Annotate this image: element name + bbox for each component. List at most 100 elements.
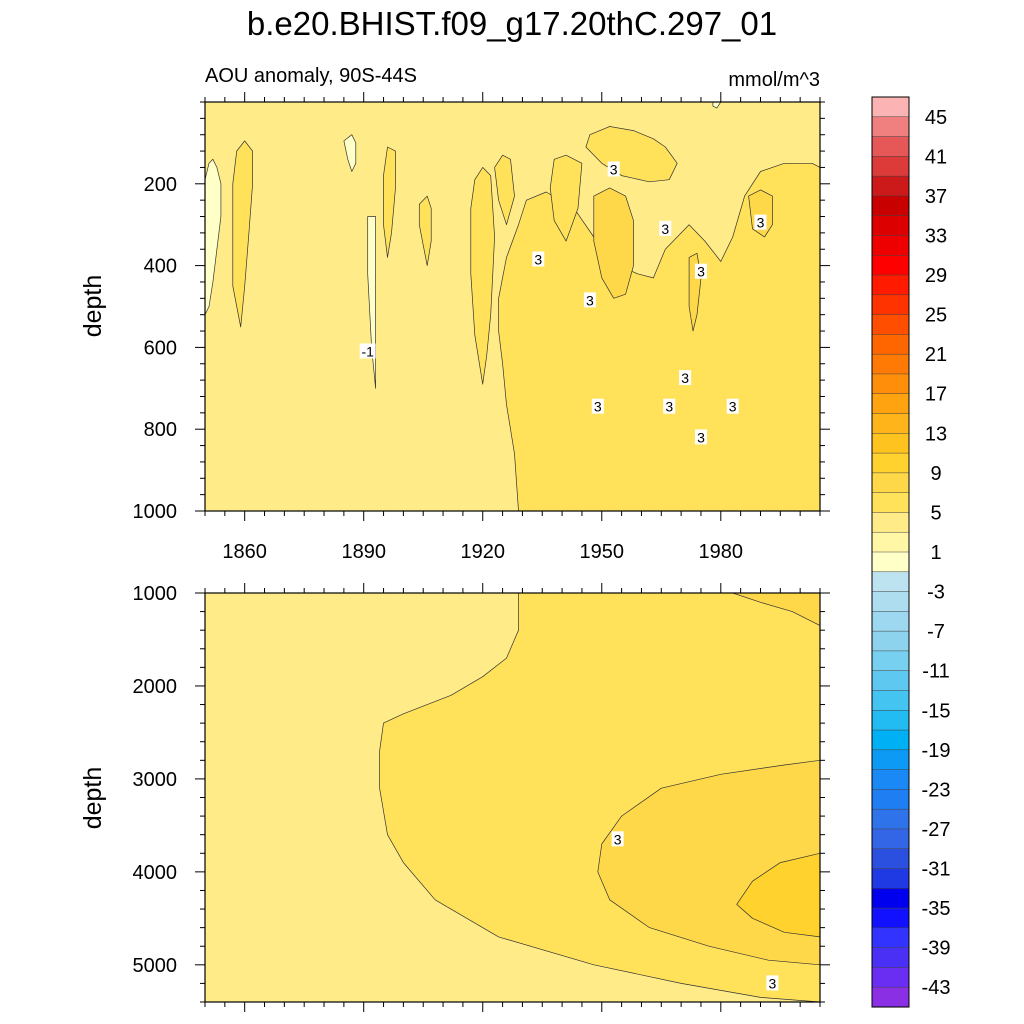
upper-contour-region [549,154,583,242]
colorbar-label: -43 [922,977,951,999]
colorbar-swatch [871,710,910,731]
colorbar-label: -11 [922,661,949,683]
upper-contour-label: 3 [591,398,604,415]
upper-panel: 333 333-133 3 33 1860 1890 1920 1950 1980 20040… [79,92,830,563]
upper-y-ticks: 200 400 600 800 1000 [133,101,830,523]
colorbar-swatch [871,472,910,494]
upper-contour-label-text: 3 [586,292,594,308]
upper-contour-region [232,140,253,328]
colorbar-swatch [871,789,910,810]
colorbar-swatch [871,175,910,197]
upper-contour-label-box [583,292,596,308]
lower-contour-regions [379,593,820,1002]
upper-contour-region [205,158,222,316]
upper-contour-label-text: 3 [757,215,765,231]
upper-y-tick-label: 200 [144,174,177,196]
colorbar-label: -35 [922,898,951,920]
lower-contour-label: 3 [611,831,624,847]
colorbar-label: 25 [925,305,947,327]
upper-contour-label: 3 [532,251,545,267]
lower-y-tick-label: 1000 [133,583,178,605]
colorbar-swatch [871,452,910,474]
colorbar-swatch [871,848,910,870]
colorbar-swatch [871,611,910,632]
upper-y-axis-label: depth [79,275,107,338]
colorbar-swatch [871,274,910,296]
colorbar-label: 37 [925,186,947,208]
colorbar-swatch [871,353,910,375]
colorbar-label: 5 [930,502,941,524]
upper-contour-regions [205,102,820,511]
lower-y-tick-label: 3000 [133,769,178,791]
upper-plot-frame [204,101,821,512]
colorbar-label: -7 [927,621,945,643]
lower-contour-label-text: 3 [768,975,776,991]
upper-contour-label: 3 [659,220,672,237]
upper-contour-label: 3 [679,370,692,386]
colorbar-swatch [871,551,910,573]
lower-y-tick-label: 2000 [133,676,178,698]
upper-contour-label-box [726,398,739,414]
upper-contour-label-text: 3 [610,161,618,177]
colorbar-frame [871,96,910,1008]
colorbar-swatch [871,986,910,1008]
colorbar-swatch [871,373,910,395]
upper-contour-label: 3 [694,263,707,280]
colorbar-swatch [871,512,910,533]
upper-contour-region [383,146,396,258]
upper-contour-region [494,154,515,226]
colorbar-label: -39 [922,938,951,960]
colorbar-label: 13 [925,423,947,445]
lower-y-tick-label: 5000 [133,955,178,977]
colorbar-label: 29 [925,265,947,287]
colorbar-swatch [871,591,910,612]
lower-y-axis-label: depth [79,767,107,830]
upper-contour-label-box [694,429,707,445]
colorbar-label: 1 [930,542,941,564]
colorbar-swatch [871,907,910,929]
lower-contour-label-box [611,831,624,847]
colorbar-swatch [871,235,910,256]
colorbar-swatch [871,650,910,672]
lower-contour-region [732,593,820,626]
colorbar-swatch [871,690,910,711]
colorbar-swatch [871,531,910,553]
upper-contour-label-box [591,398,604,414]
upper-contour-label-box [532,251,545,267]
colorbar-swatch [871,413,910,434]
upper-contour-label-text: 3 [594,399,602,415]
lower-y-tick-label: 4000 [133,862,178,884]
upper-contour-region [593,187,634,299]
upper-contour-label: 3 [694,429,707,445]
colorbar-swatch [871,769,910,790]
upper-x-ticks: 1860 1890 1920 1950 1980 [204,92,821,563]
upper-contour-label-text: 3 [697,429,705,445]
upper-contour-label-text: -1 [361,343,374,359]
colorbar-label: 17 [925,384,947,406]
colorbar-swatch [871,116,910,138]
colorbar-swatch [871,96,910,118]
colorbar-swatch [871,729,910,751]
colorbar-swatch [871,571,910,593]
colorbar-swatch [871,630,910,652]
upper-contour-label-box [679,370,692,386]
colorbar-label: -19 [922,740,951,762]
colorbar-swatch [871,156,910,177]
colorbar-swatch [871,927,910,949]
colorbar-swatch [871,888,910,909]
chart-title: b.e20.BHIST.f09_g17.20thC.297_01 [247,5,777,42]
upper-x-tick-label: 1980 [699,541,744,563]
lower-contour-labels: 33 [611,831,779,991]
colorbar-swatch [871,433,910,454]
colorbar-swatch [871,294,910,316]
upper-contour-region [418,195,432,266]
upper-subtitle-right: mmol/m^3 [728,69,820,91]
upper-contour-label: -1 [359,343,376,359]
lower-contour-label-box [766,975,779,991]
upper-contour-label-box [663,398,676,414]
upper-contour-label-text: 3 [681,370,689,386]
colorbar-label: 33 [925,225,947,247]
colorbar-label: -31 [922,859,951,881]
colorbar-swatch [871,255,910,276]
